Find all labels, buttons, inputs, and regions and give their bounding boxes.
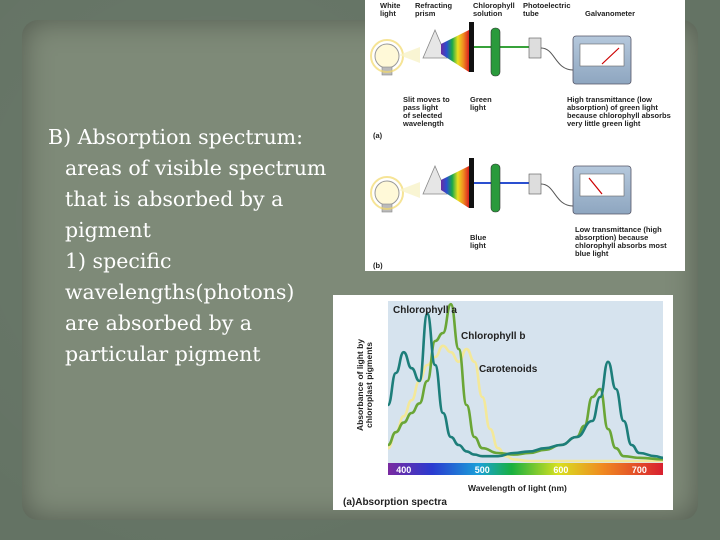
rainbow-spread bbox=[441, 30, 469, 72]
slide-line-1: areas of visible spectrum bbox=[65, 156, 327, 180]
slit-screen-b bbox=[469, 158, 474, 208]
label-solution: Chlorophyll solution bbox=[473, 1, 515, 18]
label-a: (a) bbox=[373, 131, 383, 140]
apparatus-row-b: Blue light Low transmittance (high absorpt… bbox=[370, 158, 667, 270]
absorption-chart-svg: 400 500 600 700 Chlorophyll a Chlorophyll b… bbox=[343, 301, 664, 508]
slit-screen bbox=[469, 22, 474, 72]
slide-line-4: 1) specific bbox=[65, 249, 172, 273]
slide-line-7: particular pigment bbox=[65, 342, 261, 366]
x-tick-label: 600 bbox=[553, 465, 568, 475]
solution-tube-icon bbox=[490, 27, 501, 77]
chart-title: (a)Absorption spectra bbox=[343, 497, 447, 508]
label-high-transmittance: High transmittance (low absorption) of gr… bbox=[567, 95, 671, 128]
series-label-carot: Carotenoids bbox=[479, 364, 538, 375]
x-tick-label: 400 bbox=[396, 465, 411, 475]
rainbow-spread-b bbox=[441, 166, 469, 208]
slide-line-2: that is absorbed by a bbox=[65, 187, 284, 211]
series-label-chl-a: Chlorophyll a bbox=[393, 305, 457, 316]
label-low-transmittance: Low transmittance (high absorption) becau… bbox=[575, 225, 667, 258]
svg-text:chloroplast pigments: chloroplast pigments bbox=[364, 342, 374, 428]
label-green-light: Green light bbox=[470, 95, 492, 112]
x-tick-label: 700 bbox=[632, 465, 647, 475]
bulb-icon bbox=[370, 39, 404, 76]
slide-text: B) Absorption spectrum: areas of visible… bbox=[48, 122, 348, 370]
series-line-chl-a bbox=[386, 312, 664, 460]
apparatus-figure: White light Refracting prism Chlorophyll so… bbox=[365, 0, 685, 271]
galvanometer-icon bbox=[572, 35, 632, 85]
label-white-light: White light bbox=[380, 1, 400, 18]
x-axis-label: Wavelength of light (nm) bbox=[468, 483, 567, 493]
series-line-chl-b bbox=[387, 302, 664, 461]
solution-tube-icon-b bbox=[490, 163, 501, 213]
slide-line-6: are absorbed by a bbox=[65, 311, 253, 335]
label-tube: Photoelectric tube bbox=[523, 1, 571, 18]
series-label-chl-b: Chlorophyll b bbox=[461, 331, 525, 342]
label-b: (b) bbox=[373, 261, 383, 270]
photoelectric-tube-icon-b bbox=[528, 173, 542, 195]
svg-text:Absorbance of light by: Absorbance of light by bbox=[355, 339, 365, 431]
apparatus-row-a: Slit moves to pass light of selected wavele… bbox=[370, 22, 671, 140]
spectrum-bar bbox=[388, 463, 663, 475]
galvanometer-icon-b bbox=[572, 165, 632, 215]
absorption-chart: 400 500 600 700 Chlorophyll a Chlorophyll b… bbox=[333, 295, 673, 510]
photoelectric-tube-icon bbox=[528, 37, 542, 59]
label-slit: Slit moves to pass light of selected wavele… bbox=[402, 95, 450, 128]
label-blue-light: Blue light bbox=[470, 233, 486, 250]
x-tick-label: 500 bbox=[475, 465, 490, 475]
white-beam bbox=[399, 47, 420, 63]
series-line-carot bbox=[387, 344, 663, 463]
apparatus-svg: White light Refracting prism Chlorophyll so… bbox=[370, 1, 671, 270]
label-galvanometer: Galvanometer bbox=[585, 9, 635, 18]
label-prism: Refracting prism bbox=[415, 1, 453, 18]
slide-line-3: pigment bbox=[65, 218, 151, 242]
plot-area bbox=[388, 301, 663, 463]
y-axis-label: Absorbance of light by chloroplast pigme… bbox=[355, 339, 374, 431]
slide-line-5: wavelengths(photons) bbox=[65, 280, 295, 304]
slide-heading: B) Absorption spectrum: bbox=[48, 125, 303, 149]
bulb-icon-b bbox=[370, 176, 404, 213]
